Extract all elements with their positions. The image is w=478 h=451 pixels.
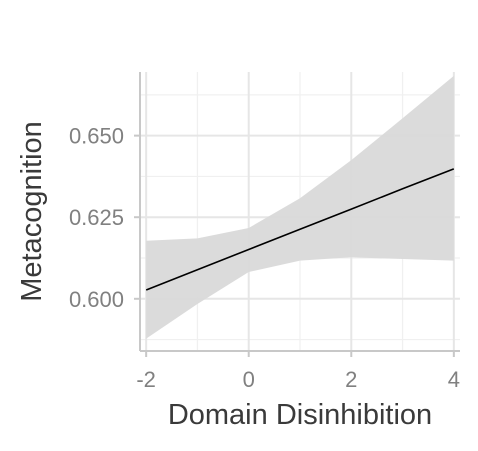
- axes: [139, 72, 460, 352]
- x-tick-label: -2: [136, 367, 156, 392]
- y-tick-label: 0.600: [69, 287, 124, 312]
- y-tick-label: 0.625: [69, 205, 124, 230]
- y-tick-label: 0.650: [69, 124, 124, 149]
- y-axis-title: Metacognition: [16, 121, 48, 302]
- x-tick-label: 2: [345, 367, 357, 392]
- x-axis-title: Domain Disinhibition: [168, 399, 432, 431]
- confidence-ribbon: [146, 75, 454, 339]
- y-ticks: 0.600 0.625 0.650: [69, 124, 140, 312]
- x-tick-label: 0: [243, 367, 255, 392]
- fit-line: [145, 168, 455, 291]
- x-ticks: -2 0 2 4: [136, 351, 460, 392]
- x-tick-label: 4: [448, 367, 460, 392]
